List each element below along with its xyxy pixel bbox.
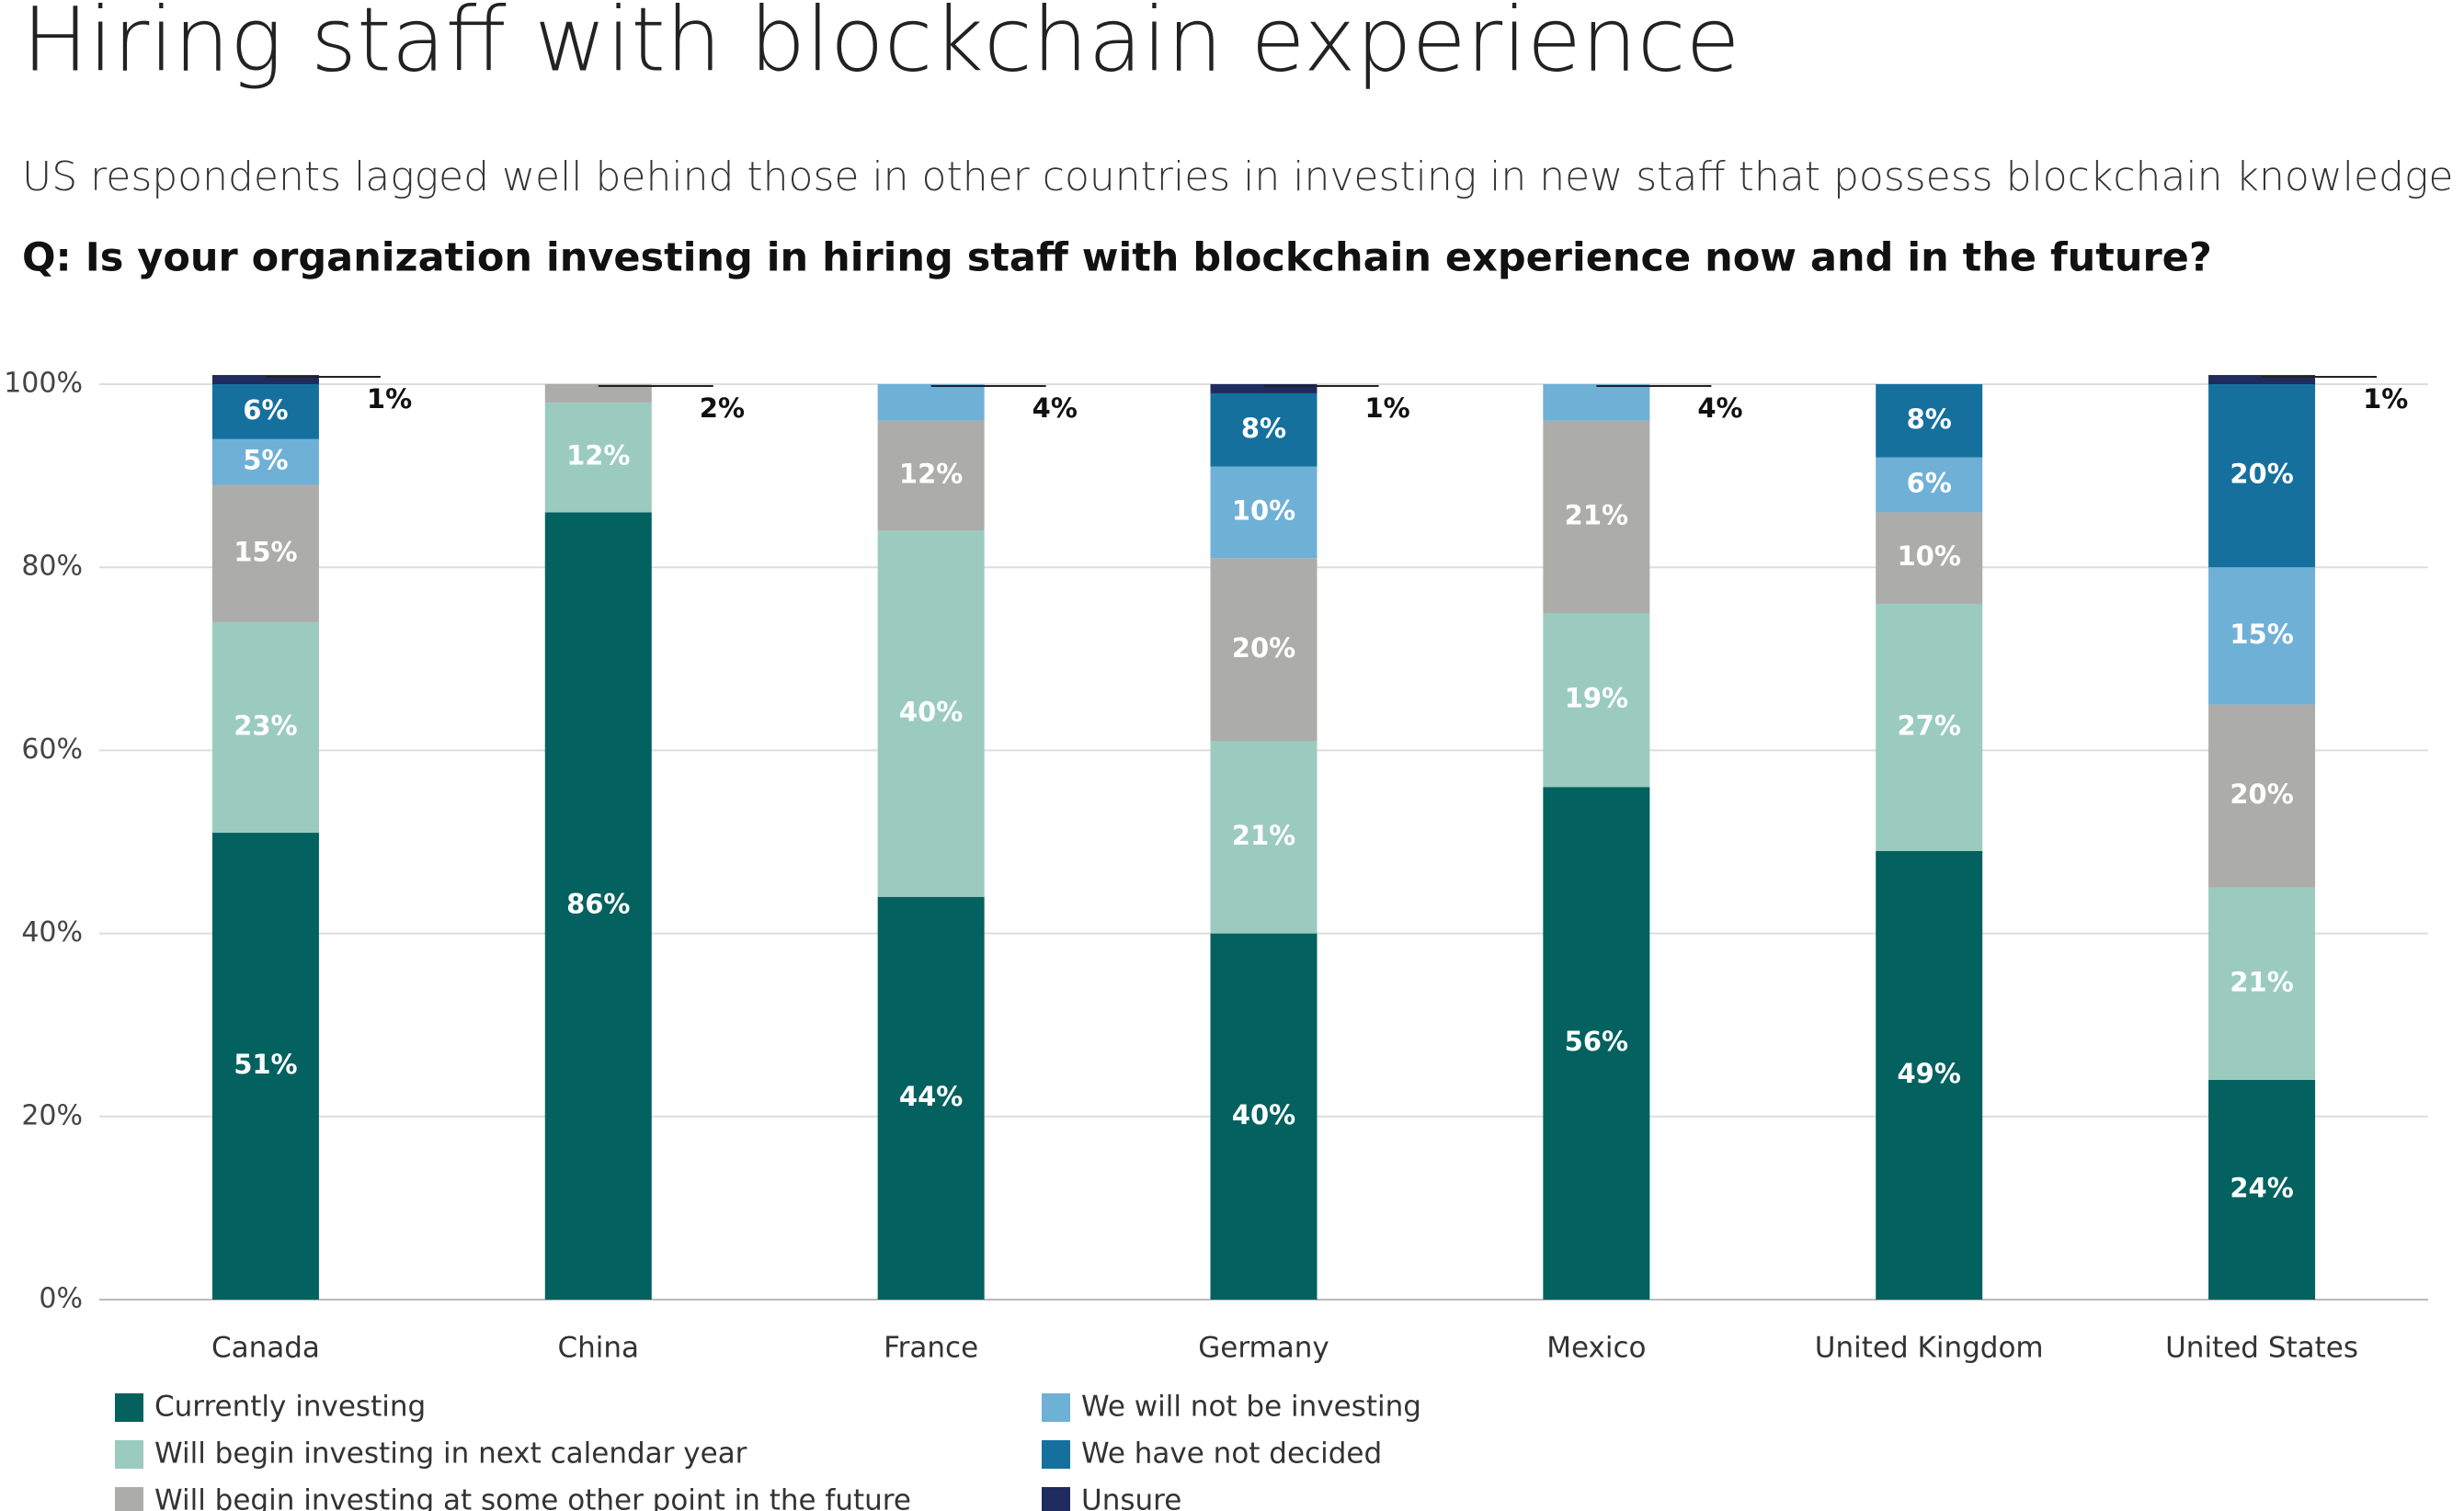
bar-segment	[2208, 887, 2316, 1080]
bar-segment	[877, 896, 985, 1300]
bar-segment	[1543, 384, 1650, 421]
bar-segment	[211, 621, 319, 834]
data-label: 20%	[1232, 632, 1295, 664]
bar-segment	[1876, 850, 1983, 1300]
chart-subtitle: US respondents lagged well behind those …	[22, 153, 2464, 200]
data-label: 21%	[1565, 499, 1628, 530]
bar-segment	[2208, 1079, 2316, 1300]
bar-segment	[211, 375, 319, 384]
bar-segment	[2208, 375, 2316, 384]
bar-segment	[1210, 741, 1318, 934]
legend-label: Unsure	[1081, 1484, 1181, 1511]
data-label: 15%	[2230, 619, 2293, 650]
bar-segment	[211, 833, 319, 1300]
y-tick-label: 40%	[21, 916, 83, 949]
data-label: 15%	[234, 536, 297, 567]
bar-segment	[544, 384, 652, 403]
legend-swatch	[115, 1487, 143, 1511]
bar-segment	[877, 384, 985, 421]
bar-segment	[544, 512, 652, 1300]
bar-segment	[544, 402, 652, 513]
data-label: 49%	[1898, 1058, 1961, 1089]
bar-segment	[1876, 457, 1983, 513]
bar-segment	[1210, 392, 1318, 467]
y-tick-label: 80%	[21, 551, 83, 583]
bar-segment	[211, 384, 319, 439]
data-label: 20%	[2230, 459, 2293, 490]
bar-segment	[2208, 384, 2316, 568]
bar-segment	[1543, 787, 1650, 1300]
bar-segment	[211, 438, 319, 485]
bar-segment	[1210, 933, 1318, 1300]
bar-segment	[2208, 704, 2316, 888]
data-label: 12%	[899, 459, 963, 490]
chart-title: Hiring staff with blockchain experience	[22, 0, 1740, 91]
bar-segment	[1210, 466, 1318, 559]
legend-label: Will begin investing at some other point…	[154, 1484, 911, 1511]
bar-segment	[1876, 604, 1983, 851]
y-tick-label: 0%	[39, 1283, 83, 1315]
data-label: 19%	[1565, 683, 1628, 714]
y-tick-label: 60%	[21, 733, 83, 766]
legend-label: Currently investing	[154, 1391, 426, 1424]
data-label: 4%	[1697, 392, 1742, 424]
x-tick-label: Germany	[1198, 1332, 1329, 1365]
data-label: 2%	[700, 392, 745, 424]
x-tick-label: Canada	[211, 1332, 320, 1365]
data-label: 5%	[243, 445, 288, 476]
legend-swatch	[115, 1440, 143, 1469]
data-label: 24%	[2230, 1172, 2293, 1203]
legend-label: Will begin investing in next calendar ye…	[154, 1437, 747, 1471]
data-label: 86%	[566, 889, 630, 920]
data-label: 51%	[234, 1049, 297, 1080]
bar-segment	[1210, 384, 1318, 393]
bar-segment	[211, 484, 319, 622]
data-label: 4%	[1032, 392, 1078, 424]
x-tick-label: Mexico	[1546, 1332, 1646, 1365]
bar-segment	[877, 420, 985, 531]
data-label: 44%	[899, 1081, 963, 1112]
data-label: 56%	[1565, 1026, 1628, 1057]
data-label: 1%	[367, 383, 412, 415]
data-label: 27%	[1898, 710, 1961, 742]
data-label: 1%	[2363, 383, 2408, 415]
data-label: 1%	[1365, 392, 1410, 424]
data-label: 10%	[1898, 540, 1961, 572]
x-tick-label: United Kingdom	[1815, 1332, 2044, 1365]
data-label: 8%	[1907, 403, 1952, 435]
bar-segment	[2208, 567, 2316, 705]
data-label: 10%	[1232, 494, 1295, 526]
data-label: 21%	[2230, 966, 2293, 997]
legend-swatch	[115, 1393, 143, 1422]
bar-segment	[1876, 512, 1983, 605]
data-label: 23%	[234, 710, 297, 742]
x-tick-label: China	[558, 1332, 640, 1365]
bar-segment	[1210, 558, 1318, 742]
x-tick-label: United States	[2165, 1332, 2358, 1365]
bar-segment	[1543, 420, 1650, 613]
data-label: 8%	[1241, 413, 1286, 444]
legend-label: We will not be investing	[1081, 1391, 1421, 1424]
bar-segment	[877, 530, 985, 897]
legend-label: We have not decided	[1081, 1437, 1382, 1471]
legend-swatch	[1042, 1440, 1070, 1469]
data-label: 40%	[1232, 1099, 1295, 1130]
bar-segment	[1543, 613, 1650, 788]
y-tick-label: 20%	[21, 1099, 83, 1131]
x-tick-label: France	[884, 1332, 978, 1365]
y-tick-label: 100%	[4, 368, 83, 400]
chart-question: Q: Is your organization investing in hir…	[22, 235, 2212, 281]
data-label: 6%	[243, 394, 288, 426]
legend-swatch	[1042, 1393, 1070, 1422]
data-label: 6%	[1907, 468, 1952, 499]
data-label: 20%	[2230, 778, 2293, 810]
bar-segment	[1876, 384, 1983, 458]
data-label: 40%	[899, 697, 963, 728]
data-label: 21%	[1232, 820, 1295, 851]
legend-swatch	[1042, 1487, 1070, 1511]
data-label: 12%	[566, 440, 630, 471]
